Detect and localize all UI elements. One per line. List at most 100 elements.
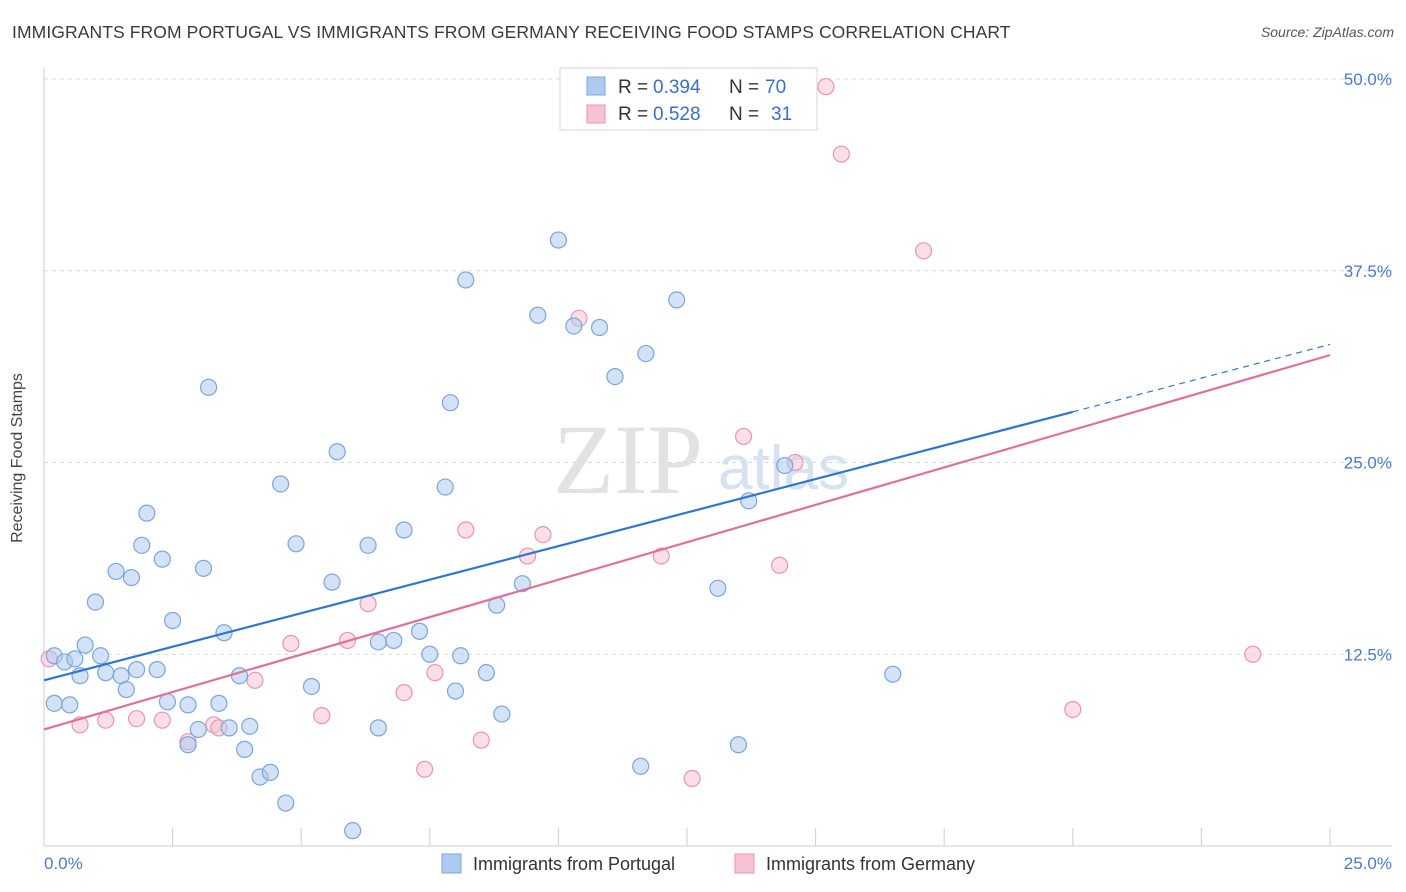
portugal-point: [86, 593, 105, 611]
portugal-point: [97, 664, 115, 682]
portugal-point: [91, 647, 110, 665]
legend-n-value-germany: 31: [771, 104, 792, 125]
portugal-point: [61, 696, 79, 714]
portugal-point: [549, 231, 568, 249]
legend-swatch-portugal: [586, 76, 606, 96]
germany-point: [534, 525, 552, 544]
portugal-point: [590, 318, 609, 337]
germany-point: [817, 78, 835, 96]
legend-n-value-portugal: 70: [765, 77, 786, 98]
y-tick-label: 37.5%: [1344, 262, 1392, 281]
germany-point: [395, 683, 413, 702]
portugal-point: [117, 680, 135, 699]
correlation-legend: R = 0.394 N = 70 R = 0.528 N = 31: [559, 67, 818, 131]
chart-title: IMMIGRANTS FROM PORTUGAL VS IMMIGRANTS F…: [12, 22, 1011, 42]
portugal-point: [236, 740, 254, 758]
portugal-point: [148, 660, 166, 679]
x-axis-ticks: [43, 828, 1331, 846]
y-tick-label: 25.0%: [1344, 454, 1392, 473]
portugal-point: [369, 633, 387, 651]
gridlines: [44, 78, 1392, 655]
portugal-point: [359, 536, 377, 554]
germany-point: [770, 556, 789, 574]
portugal-point: [344, 822, 362, 840]
portugal-point: [153, 550, 171, 568]
portugal-point: [446, 682, 465, 700]
portugal-point: [107, 562, 125, 581]
portugal-point: [513, 575, 531, 593]
series-legend: Immigrants from Portugal Immigrants from…: [441, 853, 975, 874]
portugal-point: [272, 475, 290, 493]
portugal-point: [421, 645, 439, 663]
portugal-point: [287, 535, 305, 553]
portugal-point: [323, 573, 341, 591]
portugal-point: [164, 611, 182, 630]
germany-point: [832, 145, 850, 163]
portugal-points: [45, 231, 902, 840]
portugal-point: [709, 579, 727, 597]
portugal-point: [369, 719, 387, 737]
trend-lines: [43, 343, 1331, 731]
portugal-point: [385, 631, 403, 650]
germany-point: [683, 769, 701, 788]
portugal-point: [729, 736, 748, 754]
portugal-point: [441, 394, 459, 412]
portugal-point: [395, 521, 413, 539]
legend-r-value-germany: 0.528: [653, 104, 701, 125]
portugal-point: [122, 568, 141, 587]
germany-point: [246, 671, 264, 689]
portugal-point: [884, 665, 902, 683]
portugal-point: [220, 719, 238, 737]
bottom-legend-swatch-germany: [734, 853, 755, 874]
portugal-point: [66, 650, 84, 668]
source-credit: Source: ZipAtlas.com: [1260, 24, 1394, 40]
germany-point: [652, 547, 670, 565]
legend-swatch-germany: [586, 104, 606, 124]
legend-r-value-portugal: 0.394: [653, 77, 701, 98]
portugal-trend-line: [43, 410, 1074, 682]
portugal-point: [133, 536, 151, 554]
bottom-legend-label-germany: Immigrants from Germany: [766, 854, 975, 874]
portugal-point: [179, 696, 197, 714]
legend-r-label-portugal: R =: [618, 77, 648, 98]
portugal-point: [277, 794, 295, 812]
watermark: ZIP atlas: [553, 404, 849, 515]
portugal-point: [632, 757, 650, 775]
portugal-point: [200, 378, 218, 396]
portugal-point: [76, 636, 94, 654]
portugal-point: [189, 720, 207, 739]
portugal-point: [302, 677, 321, 696]
portugal-point: [776, 456, 794, 475]
bottom-legend-label-portugal: Immigrants from Portugal: [473, 854, 675, 874]
y-axis-tick-labels: 12.5% 25.0% 37.5% 50.0%: [1344, 70, 1392, 664]
germany-point: [313, 707, 331, 725]
germany-point: [416, 760, 434, 778]
portugal-point: [179, 736, 197, 754]
portugal-point: [410, 622, 429, 640]
y-tick-label: 50.0%: [1344, 70, 1392, 89]
bottom-legend-swatch-portugal: [441, 853, 462, 874]
portugal-trend-extension: [1072, 343, 1331, 413]
germany-point: [153, 711, 171, 729]
watermark-zip: ZIP: [553, 404, 703, 515]
portugal-point: [452, 647, 470, 665]
portugal-point: [668, 291, 686, 309]
portugal-point: [606, 367, 624, 386]
germany-point: [915, 242, 933, 260]
portugal-point: [493, 705, 511, 723]
portugal-point: [210, 694, 228, 712]
germany-point: [472, 731, 490, 749]
germany-trend-line: [43, 354, 1331, 731]
germany-point: [97, 711, 115, 729]
portugal-point: [457, 271, 475, 289]
germany-point: [457, 521, 475, 539]
portugal-point: [565, 317, 583, 335]
portugal-point: [241, 717, 259, 735]
germany-point: [734, 427, 753, 446]
x-tick-label-max: 25.0%: [1344, 854, 1392, 873]
legend-n-label-germany: N =: [729, 104, 759, 125]
germany-point: [1244, 645, 1262, 663]
portugal-point: [138, 504, 156, 522]
portugal-point: [261, 763, 279, 781]
